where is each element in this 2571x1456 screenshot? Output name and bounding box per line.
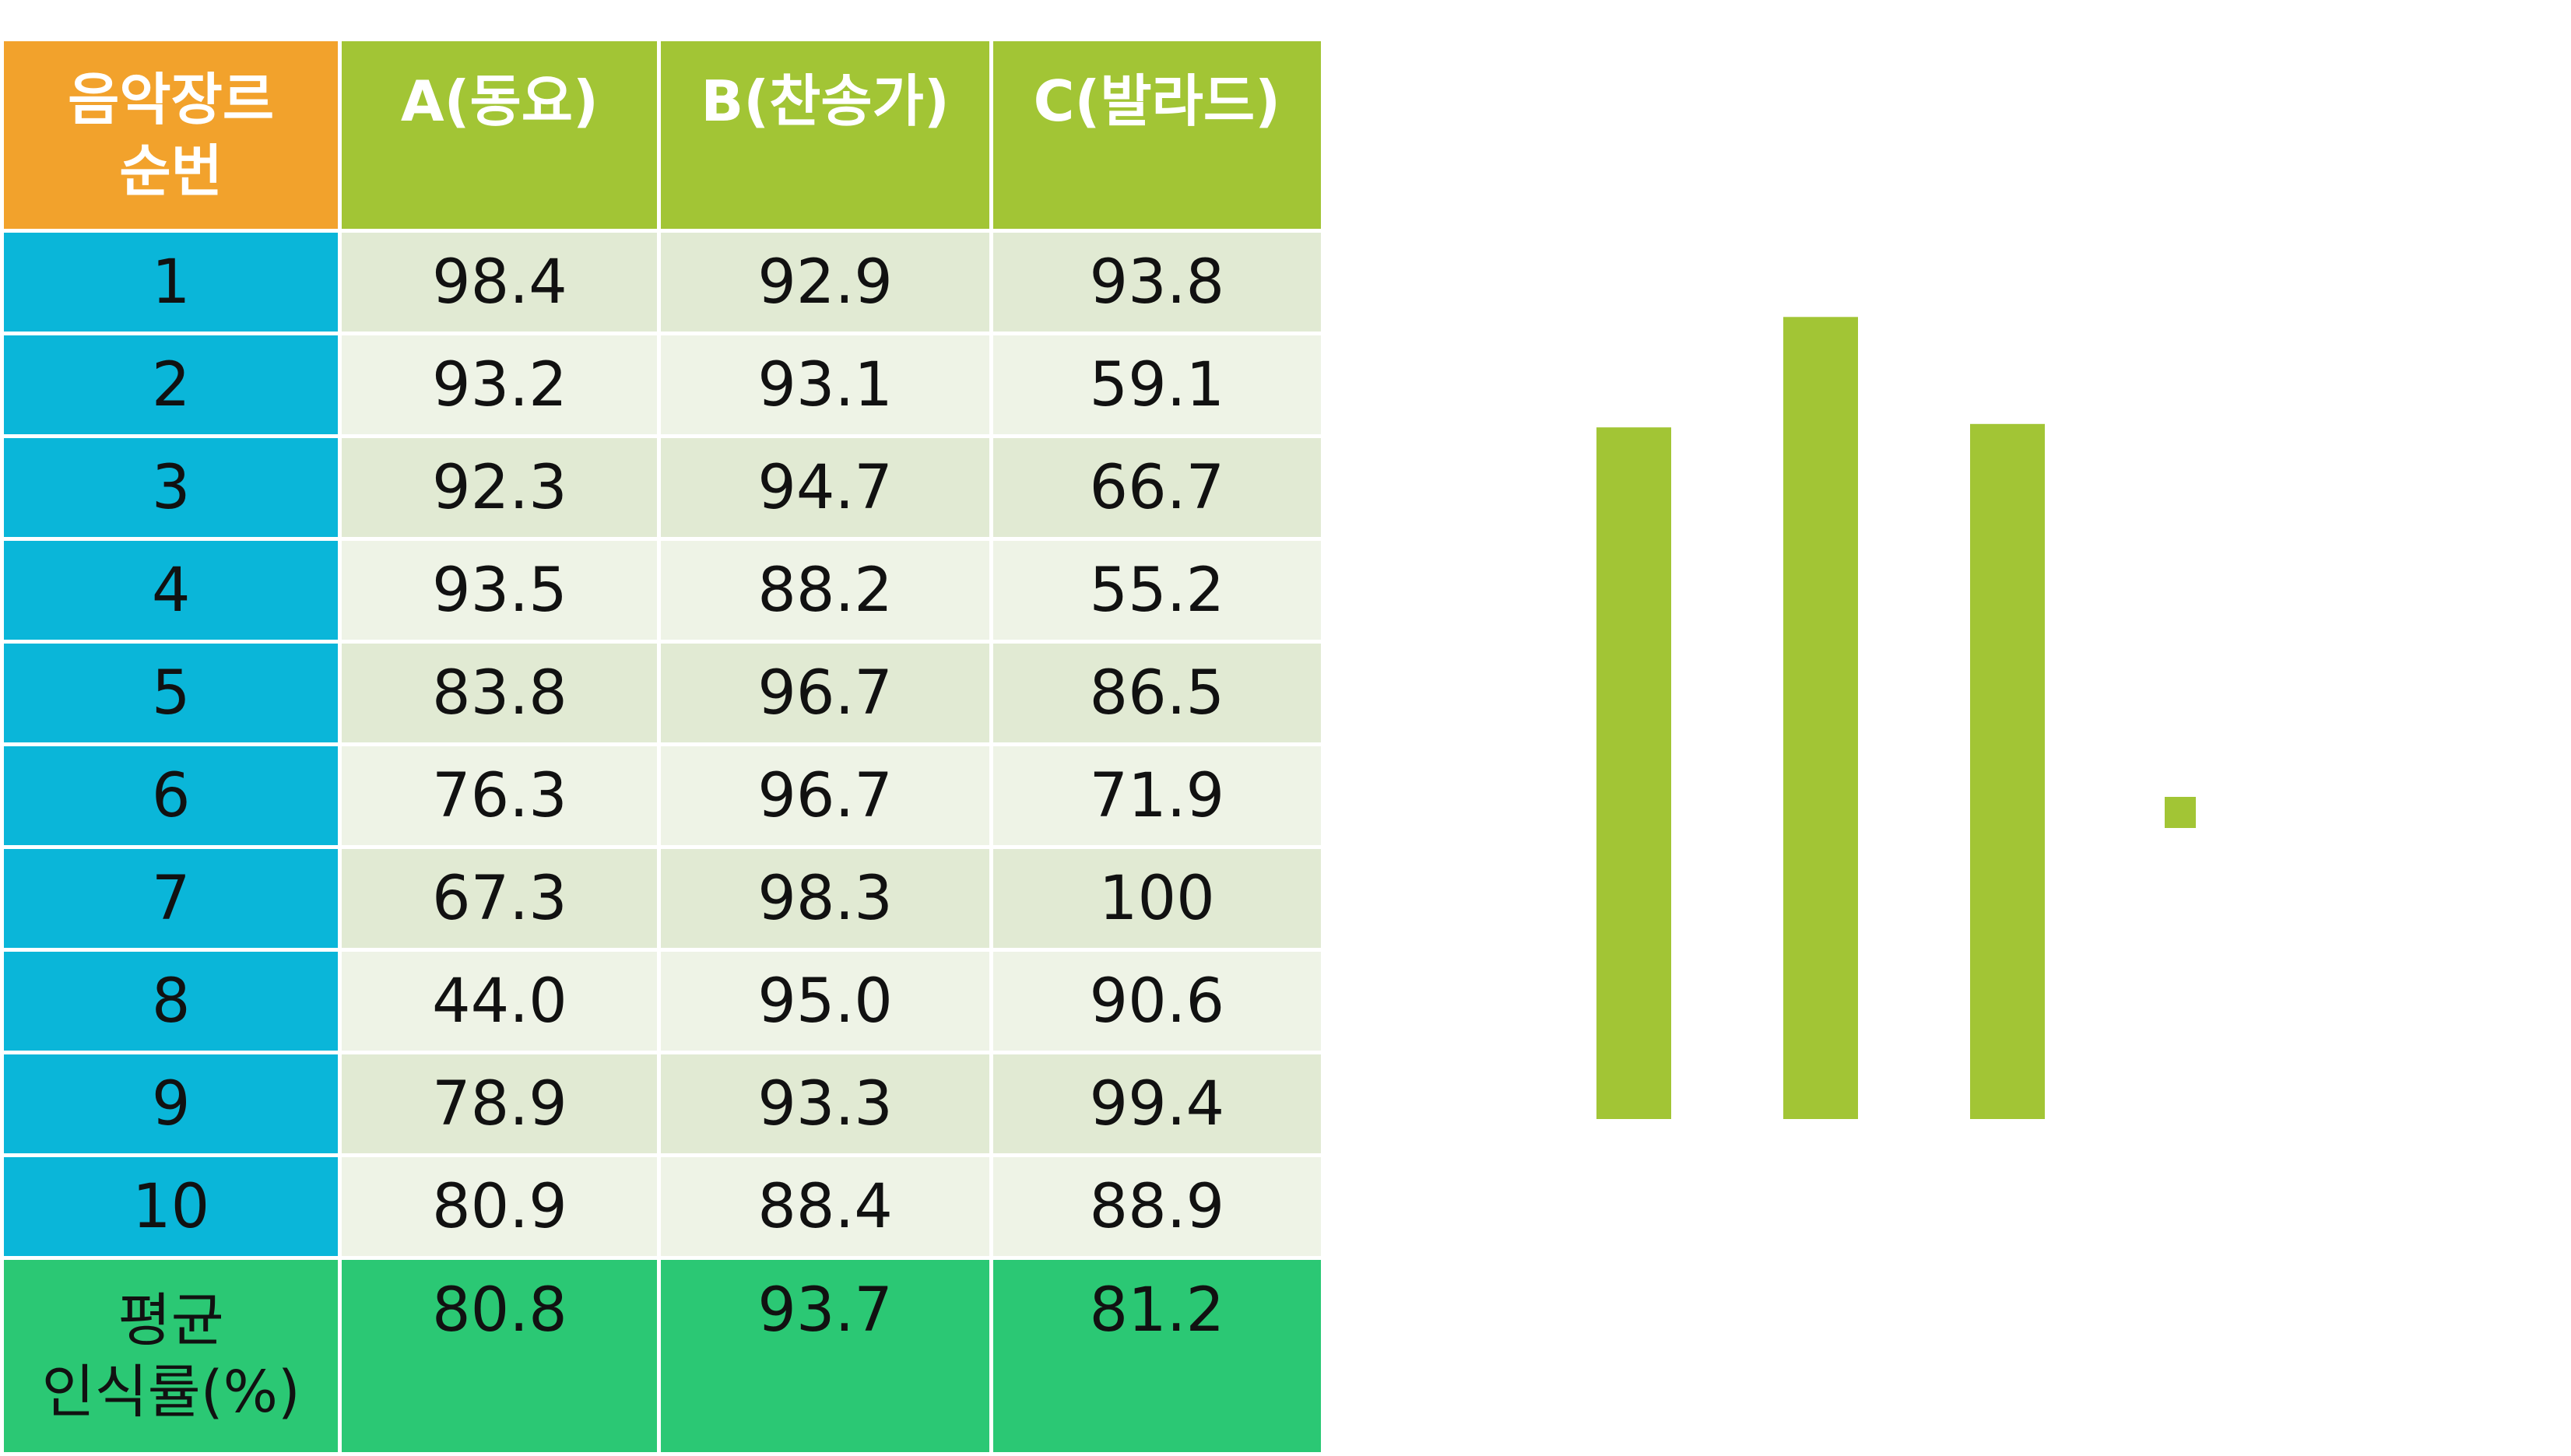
- value-cell-b: 96.7: [661, 746, 989, 845]
- bar-1: [1783, 317, 1858, 1119]
- value-cell-a: 98.4: [342, 233, 658, 332]
- value-cell-b: 93.3: [661, 1054, 989, 1153]
- value-cell-a: 83.8: [342, 644, 658, 742]
- column-header-b: B(찬송가): [661, 41, 989, 229]
- table-row: 5 83.8 96.7 86.5: [4, 644, 1321, 742]
- value-cell-c: 88.9: [992, 1157, 1321, 1256]
- value-cell-b: 88.2: [661, 541, 989, 640]
- value-cell-c: 55.2: [992, 541, 1321, 640]
- value-cell-b: 98.3: [661, 849, 989, 948]
- value-cell-b: 96.7: [661, 644, 989, 742]
- table-row: 4 93.5 88.2 55.2: [4, 541, 1321, 640]
- legend-marker: [2165, 797, 2196, 828]
- bar-2: [1970, 423, 2045, 1119]
- recognition-rate-table: 음악장르 순번 A(동요) B(찬송가) C(발라드) 1 98.4 92.9 …: [0, 37, 1325, 1456]
- row-index-cell: 5: [4, 644, 339, 742]
- value-cell-a: 67.3: [342, 849, 658, 948]
- value-cell-b: 88.4: [661, 1157, 989, 1256]
- row-index-cell: 1: [4, 233, 339, 332]
- results-table-container: 음악장르 순번 A(동요) B(찬송가) C(발라드) 1 98.4 92.9 …: [0, 37, 1325, 1454]
- value-cell-a: 93.5: [342, 541, 658, 640]
- value-cell-a: 76.3: [342, 746, 658, 845]
- value-cell-b: 94.7: [661, 438, 989, 537]
- value-cell-c: 71.9: [992, 746, 1321, 845]
- value-cell-b: 93.1: [661, 335, 989, 434]
- value-cell-c: 99.4: [992, 1054, 1321, 1153]
- corner-header-index: 순번: [119, 138, 223, 204]
- value-cell-a: 80.9: [342, 1157, 658, 1256]
- corner-header-cell: 음악장르 순번: [4, 41, 339, 229]
- average-row: 평균 인식률(%) 80.8 93.7 81.2: [4, 1260, 1321, 1452]
- row-index-cell: 9: [4, 1054, 339, 1153]
- average-recognition-bar-chart: [1596, 317, 2196, 1119]
- average-value-a: 80.8: [342, 1260, 658, 1452]
- bar-0: [1596, 427, 1671, 1119]
- value-cell-c: 86.5: [992, 644, 1321, 742]
- table-header-row: 음악장르 순번 A(동요) B(찬송가) C(발라드): [4, 41, 1321, 229]
- value-cell-c: 93.8: [992, 233, 1321, 332]
- table-row: 8 44.0 95.0 90.6: [4, 952, 1321, 1051]
- row-index-cell: 2: [4, 335, 339, 434]
- table-row: 7 67.3 98.3 100: [4, 849, 1321, 948]
- row-index-cell: 7: [4, 849, 339, 948]
- value-cell-a: 78.9: [342, 1054, 658, 1153]
- value-cell-a: 44.0: [342, 952, 658, 1051]
- table-row: 1 98.4 92.9 93.8: [4, 233, 1321, 332]
- row-index-cell: 8: [4, 952, 339, 1051]
- value-cell-c: 66.7: [992, 438, 1321, 537]
- corner-header-genre: 음악장르: [68, 66, 275, 132]
- average-value-c: 81.2: [992, 1260, 1321, 1452]
- average-label-line2: 인식률(%): [41, 1358, 300, 1426]
- value-cell-c: 100: [992, 849, 1321, 948]
- table-row: 6 76.3 96.7 71.9: [4, 746, 1321, 845]
- row-index-cell: 3: [4, 438, 339, 537]
- average-value-b: 93.7: [661, 1260, 989, 1452]
- value-cell-c: 90.6: [992, 952, 1321, 1051]
- value-cell-a: 92.3: [342, 438, 658, 537]
- column-header-c: C(발라드): [992, 41, 1321, 229]
- row-index-cell: 10: [4, 1157, 339, 1256]
- value-cell-c: 59.1: [992, 335, 1321, 434]
- average-label-cell: 평균 인식률(%): [4, 1260, 339, 1452]
- table-row: 10 80.9 88.4 88.9: [4, 1157, 1321, 1256]
- table-row: 9 78.9 93.3 99.4: [4, 1054, 1321, 1153]
- column-header-a: A(동요): [342, 41, 658, 229]
- row-index-cell: 4: [4, 541, 339, 640]
- table-row: 2 93.2 93.1 59.1: [4, 335, 1321, 434]
- value-cell-b: 95.0: [661, 952, 989, 1051]
- value-cell-a: 93.2: [342, 335, 658, 434]
- row-index-cell: 6: [4, 746, 339, 845]
- value-cell-b: 92.9: [661, 233, 989, 332]
- table-row: 3 92.3 94.7 66.7: [4, 438, 1321, 537]
- average-label-line1: 평균: [118, 1286, 224, 1354]
